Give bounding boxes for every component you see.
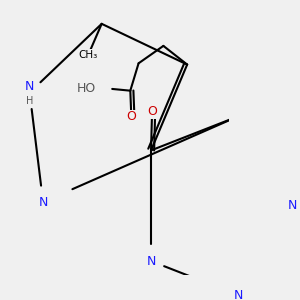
Text: N: N (288, 199, 297, 212)
Text: CH₃: CH₃ (79, 50, 98, 60)
Text: H: H (26, 96, 33, 106)
Text: O: O (147, 105, 157, 118)
Text: N: N (38, 196, 48, 208)
Text: N: N (25, 80, 34, 93)
Text: N: N (146, 255, 156, 268)
Text: O: O (126, 110, 136, 123)
Text: N: N (234, 289, 243, 300)
Text: HO: HO (77, 82, 96, 95)
